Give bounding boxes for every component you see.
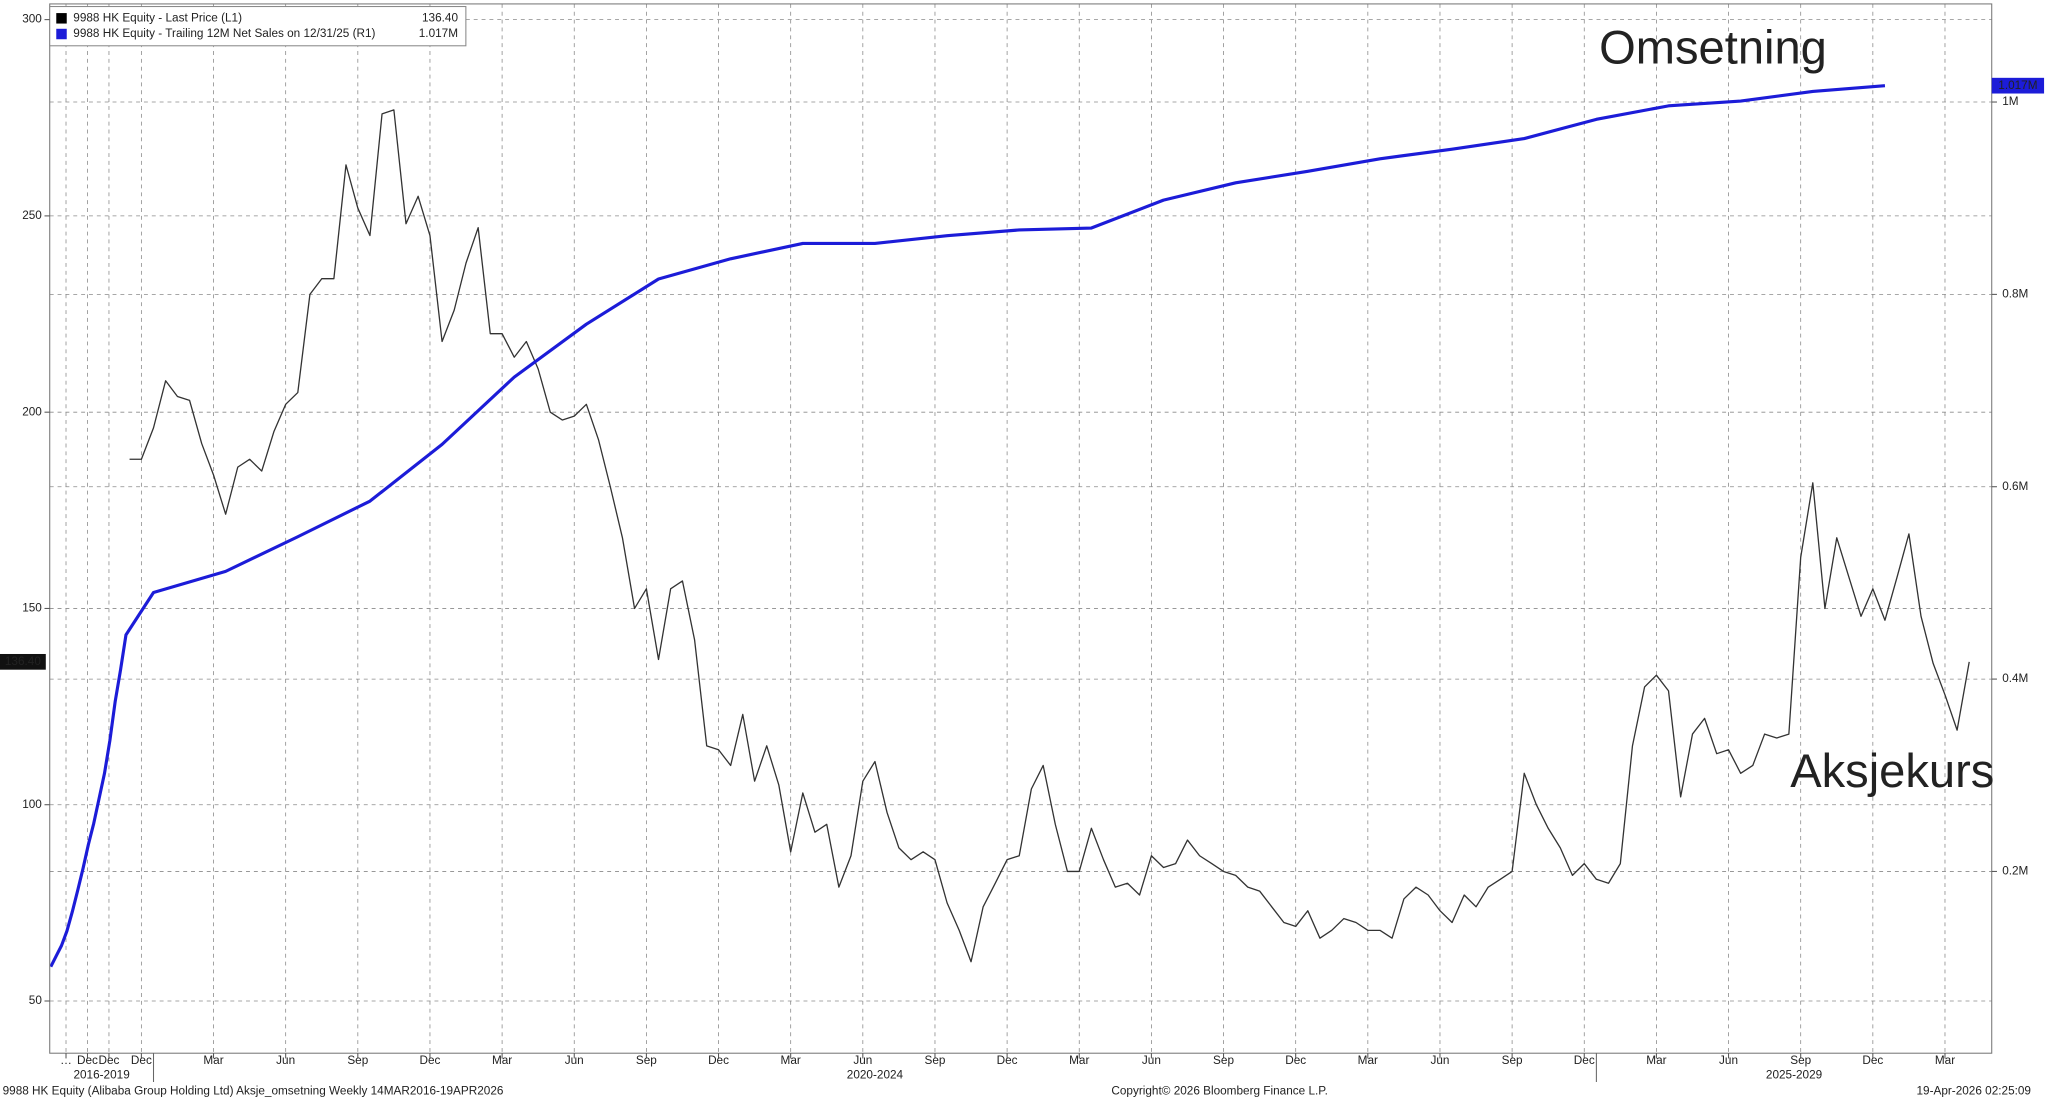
x-tick-label: Sep (924, 1054, 945, 1067)
x-tick-label: Dec (131, 1054, 152, 1067)
x-tick-label: Jun (1142, 1054, 1161, 1067)
x-group-label: 2016-2019 (73, 1069, 129, 1082)
x-group-label: 2025-2029 (1766, 1069, 1822, 1082)
legend-value: 1.017M (419, 27, 458, 40)
plot (49, 84, 1970, 968)
legend-value: 136.40 (422, 11, 458, 24)
legend-swatch (56, 13, 67, 24)
annotation: Aksjekurs (1790, 744, 1994, 797)
y-tick-label: 200 (22, 405, 42, 418)
y-tick-label: 100 (22, 798, 42, 811)
footer-left: 9988 HK Equity (Alibaba Group Holding Lt… (3, 1084, 504, 1097)
y2-tick-label: 1M (2002, 95, 2018, 108)
last-value-flag (0, 653, 46, 670)
x-tick-label: Dec (1862, 1054, 1883, 1067)
y2-tick-label: 0.8M (2002, 287, 2028, 300)
x-tick-label: Dec (997, 1054, 1018, 1067)
x-tick-label: Jun (853, 1054, 872, 1067)
plot-frame (49, 3, 1993, 1054)
annotation: Omsetning (1599, 20, 1827, 73)
y-tick-label: 150 (22, 602, 42, 615)
y-tick-label: 250 (22, 209, 42, 222)
x-group-label: 2020-2024 (847, 1069, 904, 1082)
legend-swatch (56, 28, 67, 40)
y2-tick-label: 0.6M (2002, 480, 2028, 493)
legend-label: 9988 HK Equity - Trailing 12M Net Sales … (73, 27, 375, 40)
legend-label: 9988 HK Equity - Last Price (L1) (73, 11, 242, 24)
x-tick-label: Dec (1574, 1054, 1595, 1067)
footer-right: 19-Apr-2026 02:25:09 (1916, 1084, 2030, 1097)
x-tick-label: Sep (1502, 1054, 1523, 1067)
x-tick-label: Sep (1213, 1054, 1234, 1067)
x-tick-label: Jun (565, 1054, 584, 1067)
x-tick-label: Dec (77, 1054, 98, 1067)
y2-tick-label: 0.4M (2002, 672, 2028, 685)
y-tick-label: 300 (22, 13, 42, 26)
x-tick-label: Sep (347, 1054, 368, 1067)
last-value-label: 1.017M (1998, 79, 2037, 92)
x-tick-label: Mar (1935, 1054, 1955, 1067)
x-tick-label: Mar (781, 1054, 801, 1067)
x-tick-label: Jun (1719, 1054, 1738, 1067)
x-tick-label: Dec (98, 1054, 119, 1067)
last-value-flag (1991, 77, 2045, 94)
y2-tick-label: 0.2M (2002, 865, 2028, 878)
x-tick-label: … (60, 1054, 72, 1067)
legend-box (49, 6, 467, 47)
series-line (49, 84, 1886, 968)
x-tick-label: Mar (1646, 1054, 1666, 1067)
x-tick-label: Jun (1430, 1054, 1449, 1067)
y-tick-label: 50 (29, 994, 43, 1007)
grid (49, 3, 1992, 1054)
footer-center: Copyright© 2026 Bloomberg Finance L.P. (1111, 1084, 1327, 1097)
series-line (129, 109, 1970, 963)
x-tick-label: Dec (708, 1054, 729, 1067)
last-value-label: 136.40 (5, 655, 41, 668)
x-tick-label: Mar (203, 1054, 223, 1067)
x-tick-label: Sep (1790, 1054, 1811, 1067)
x-tick-label: Dec (1285, 1054, 1306, 1067)
x-tick-label: Mar (492, 1054, 512, 1067)
x-tick-label: Mar (1358, 1054, 1378, 1067)
x-tick-label: Mar (1069, 1054, 1089, 1067)
legend: 9988 HK Equity - Last Price (L1) 136.40 99… (49, 6, 467, 47)
x-tick-label: Jun (276, 1054, 295, 1067)
x-tick-label: Dec (419, 1054, 440, 1067)
x-tick-label: Sep (636, 1054, 657, 1067)
